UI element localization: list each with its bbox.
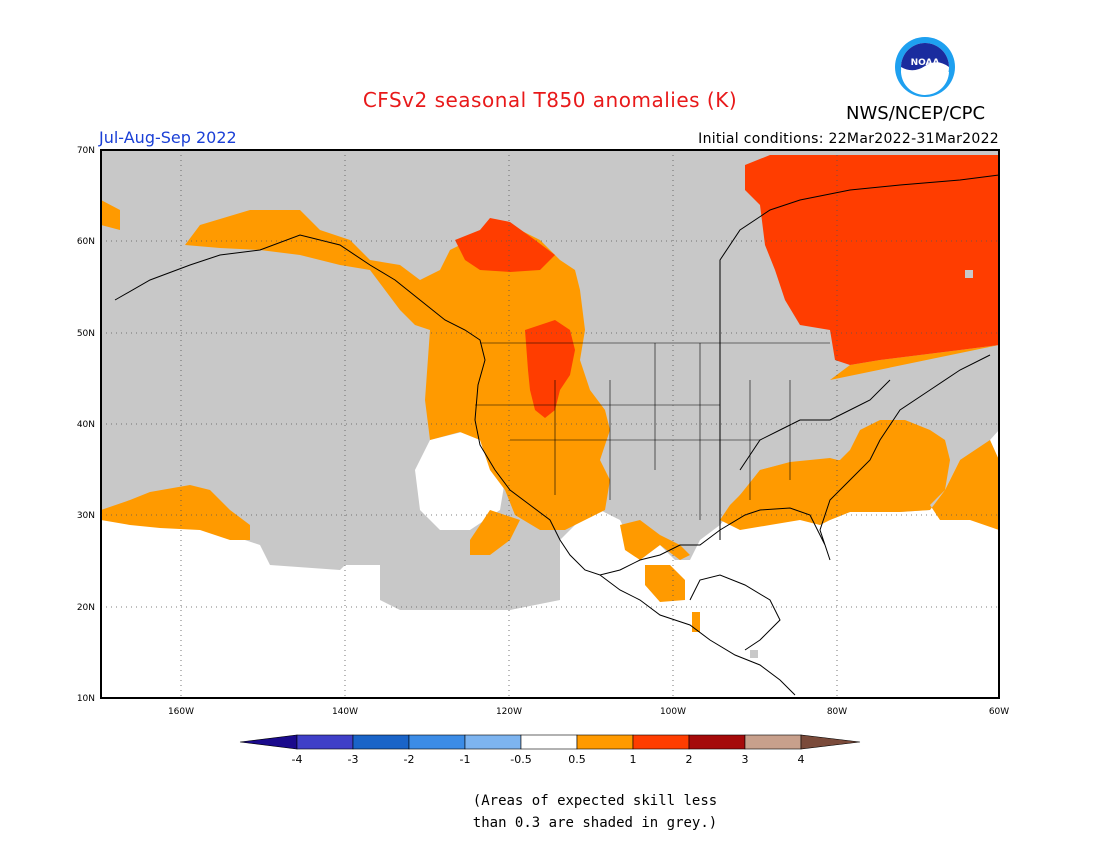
colorbar-label: 3 — [742, 753, 749, 766]
lon-label: 160W — [168, 707, 194, 717]
lon-label: 100W — [660, 707, 686, 717]
colorbar-label: -0.5 — [510, 753, 531, 766]
skill-note-line: (Areas of expected skill less — [472, 793, 718, 809]
colorbar-label: 4 — [798, 753, 805, 766]
latitude-labels: 70N 60N 50N 40N 30N 20N 10N — [77, 146, 95, 704]
state-borders — [475, 342, 830, 520]
lat-label: 20N — [77, 603, 95, 613]
noaa-logo: NOAA — [895, 37, 955, 97]
noaa-logo-text: NOAA — [911, 58, 940, 68]
anomaly-0.5-1-regions — [101, 200, 999, 632]
colorbar-segment — [520, 734, 578, 750]
lon-label: 140W — [332, 707, 358, 717]
colorbar-segment — [464, 734, 522, 750]
colorbar-label: -2 — [404, 753, 415, 766]
lat-label: 50N — [77, 329, 95, 339]
colorbar-segment — [296, 734, 354, 750]
longitude-labels: 160W 140W 120W 100W 80W 60W — [168, 707, 1009, 717]
lat-label: 70N — [77, 146, 95, 156]
skill-note: (Areas of expected skill less than 0.3 a… — [0, 790, 1100, 834]
lon-label: 60W — [989, 707, 1009, 717]
colorbar: -4 -3 -2 -1 -0.5 0.5 1 2 3 4 — [239, 734, 861, 766]
skill-note-line: than 0.3 are shaded in grey.) — [472, 815, 718, 831]
colorbar-arrow-right — [800, 734, 861, 750]
anomaly-1-2-regions — [455, 155, 999, 418]
colorbar-segment — [576, 734, 634, 750]
colorbar-label: -3 — [348, 753, 359, 766]
colorbar-label: 1 — [630, 753, 637, 766]
colorbar-segment — [408, 734, 466, 750]
colorbar-label: -4 — [292, 753, 303, 766]
low-skill-cell — [965, 270, 973, 278]
colorbar-arrow-left — [239, 734, 298, 750]
lon-label: 80W — [827, 707, 847, 717]
map-field — [101, 150, 999, 698]
near-normal-region — [415, 430, 505, 530]
map-frame — [100, 149, 1000, 699]
initial-conditions: Initial conditions: 22Mar2022-31Mar2022 — [698, 131, 999, 147]
low-skill-cell — [750, 650, 758, 658]
colorbar-segment — [352, 734, 410, 750]
colorbar-segment — [688, 734, 746, 750]
map-title: CFSv2 seasonal T850 anomalies (K) — [362, 88, 738, 112]
colorbar-label: 2 — [686, 753, 693, 766]
lat-label: 10N — [77, 694, 95, 704]
colorbar-segment — [744, 734, 802, 750]
colorbar-segment — [632, 734, 690, 750]
colorbar-label: -1 — [460, 753, 471, 766]
coastlines — [114, 174, 999, 696]
colorbar-label: 0.5 — [568, 753, 586, 766]
lat-label: 60N — [77, 237, 95, 247]
forecast-period: Jul-Aug-Sep 2022 — [99, 128, 237, 147]
agency-label: NWS/NCEP/CPC — [846, 103, 986, 124]
lat-label: 30N — [77, 511, 95, 521]
lon-label: 120W — [496, 707, 522, 717]
lat-label: 40N — [77, 420, 95, 430]
